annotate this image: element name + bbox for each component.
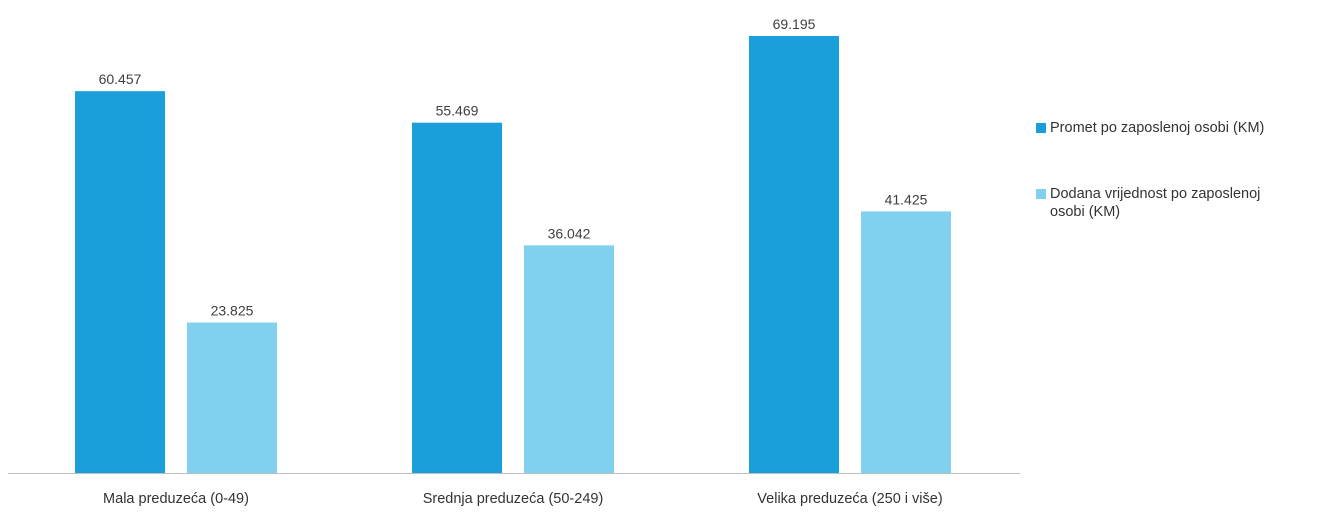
bar-mala-preduzeca-0-49-series-1: [75, 91, 165, 474]
data-label-mala-preduzeca-0-49-series-2: 23.825: [211, 303, 254, 319]
legend-label-promet: Promet po zaposlenoj osobi (KM): [1050, 120, 1265, 136]
data-label-srednja-preduzeca-50-249-series-1: 55.469: [436, 103, 479, 119]
bar-srednja-preduzeca-50-249-series-2: [524, 245, 614, 473]
category-label-srednja-preduzeca-50-249: Srednja preduzeća (50-249): [423, 491, 604, 507]
legend-label-dodana-vrijednost: Dodana vrijednost po zaposlenoj osobi (K…: [1050, 186, 1261, 220]
legend: Promet po zaposlenoj osobi (KM) Dodana v…: [1036, 119, 1316, 269]
category-labels-group: Mala preduzeća (0-49) Srednja preduzeća (…: [103, 491, 943, 507]
legend-swatch-dodana-vrijednost: [1036, 189, 1046, 199]
data-label-mala-preduzeca-0-49-series-1: 60.457: [99, 71, 142, 87]
bars-group: [75, 36, 951, 474]
bar-srednja-preduzeca-50-249-series-1: [412, 122, 502, 474]
data-label-velika-preduzeca-250-i-vise-series-1: 69.195: [773, 16, 816, 32]
data-label-srednja-preduzeca-50-249-series-2: 36.042: [548, 225, 591, 241]
bar-mala-preduzeca-0-49-series-2: [187, 322, 277, 473]
value-labels-group: 60.457 23.825 55.469 36.042 69.195 41.425: [99, 16, 928, 319]
legend-item-promet: Promet po zaposlenoj osobi (KM): [1036, 119, 1316, 137]
data-label-velika-preduzeca-250-i-vise-series-2: 41.425: [885, 191, 928, 207]
bar-velika-preduzeca-250-i-vise-series-1: [749, 36, 839, 473]
category-label-velika-preduzeca-250-i-vise: Velika preduzeća (250 i više): [757, 491, 942, 507]
legend-swatch-promet: [1036, 123, 1046, 133]
category-label-mala-preduzeca-0-49: Mala preduzeća (0-49): [103, 491, 249, 507]
bar-velika-preduzeca-250-i-vise-series-2: [861, 211, 951, 473]
legend-item-dodana-vrijednost: Dodana vrijednost po zaposlenoj osobi (K…: [1036, 185, 1316, 221]
